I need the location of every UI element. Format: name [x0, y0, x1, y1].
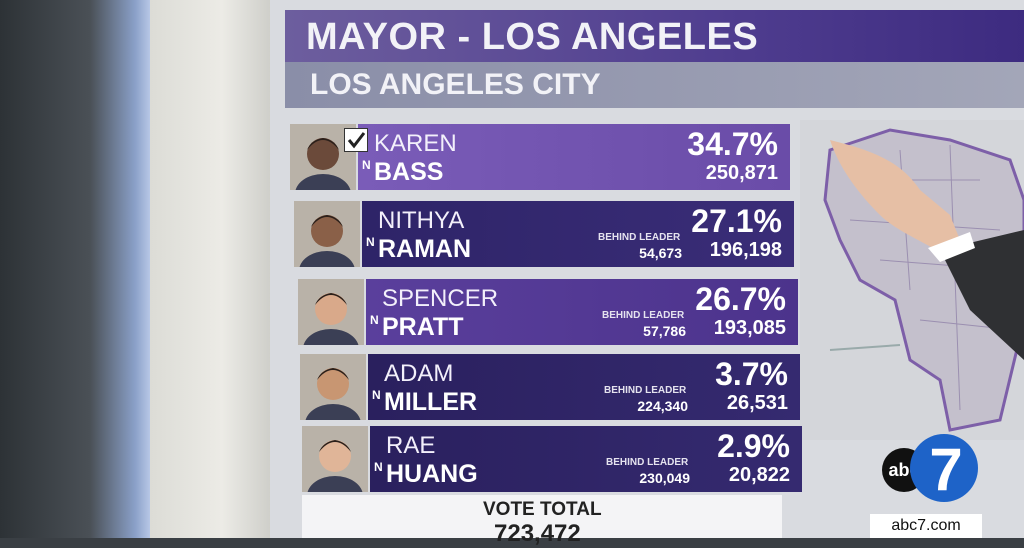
portrait	[300, 354, 366, 420]
vote-percent: 26.7%	[695, 281, 786, 317]
last-name: MILLER	[384, 388, 478, 416]
vote-count: 196,198	[709, 239, 782, 261]
last-name: PRATT	[382, 313, 464, 341]
site-url: abc7.com	[870, 514, 982, 538]
first-name: NITHYA	[378, 207, 465, 234]
subtitle-band	[285, 62, 1024, 108]
last-name: RAMAN	[378, 235, 472, 263]
candidate-marker: N	[362, 158, 371, 172]
candidate-marker: N	[366, 235, 375, 249]
candidate-marker: N	[374, 460, 383, 474]
studio-background	[0, 0, 150, 538]
first-name: KAREN	[374, 130, 457, 157]
behind-label: BEHIND LEADER	[604, 385, 687, 396]
candidate-row: N SPENCER PRATT 26.7% 193,085 BEHIND LEADER 57…	[298, 279, 798, 345]
vote-total-box	[302, 495, 782, 538]
candidate-marker: N	[372, 388, 381, 402]
studio-pillar	[150, 0, 270, 538]
portrait	[298, 279, 364, 345]
behind-label: BEHIND LEADER	[598, 232, 681, 243]
behind-count: 230,049	[639, 470, 690, 486]
candidate-bar: N RAE HUANG 2.9% 20,822 BEHIND LEADER 230,049	[370, 426, 802, 492]
first-name: RAE	[386, 432, 436, 459]
title-band	[285, 10, 1024, 62]
title: MAYOR - LOS ANGELES	[306, 16, 759, 58]
logo-7-circle	[910, 434, 978, 502]
candidate-row: N RAE HUANG 2.9% 20,822 BEHIND LEADER 230,049	[302, 426, 802, 492]
vote-count: 250,871	[705, 162, 778, 184]
candidate-marker: N	[370, 313, 379, 327]
vote-count: 20,822	[728, 464, 790, 486]
candidate-bar: N NITHYA RAMAN 27.1% 196,198 BEHIND LEADER 54,…	[362, 201, 794, 267]
last-name: HUANG	[386, 460, 478, 488]
logo-number: 7	[929, 436, 962, 503]
vote-count: 193,085	[713, 317, 786, 339]
portrait	[290, 124, 356, 190]
candidate-photo	[302, 426, 368, 492]
vote-percent: 2.9%	[717, 428, 790, 464]
vote-total: 723,472	[494, 520, 581, 547]
vote-percent: 27.1%	[691, 203, 782, 239]
candidate-photo	[298, 279, 364, 345]
vote-percent: 3.7%	[715, 356, 788, 392]
behind-label: BEHIND LEADER	[606, 457, 689, 468]
candidate-bar: N SPENCER PRATT 26.7% 193,085 BEHIND LEADER 57…	[366, 279, 798, 345]
district-map	[800, 120, 1024, 440]
candidate-bar: N KAREN BASS 34.7% 250,871	[344, 124, 790, 190]
candidate-row: N ADAM MILLER 3.7% 26,531 BEHIND LEADER 224,34…	[300, 354, 800, 420]
behind-count: 57,786	[643, 323, 686, 339]
station-logo: abc 7	[882, 434, 978, 503]
candidate-photo	[290, 124, 356, 190]
vote-count: 26,531	[726, 392, 788, 414]
candidate-photo	[300, 354, 366, 420]
last-name: BASS	[374, 158, 444, 186]
candidate-bar: N ADAM MILLER 3.7% 26,531 BEHIND LEADER 224,34…	[368, 354, 800, 420]
check-icon	[347, 132, 366, 149]
behind-count: 224,340	[637, 398, 688, 414]
behind-label: BEHIND LEADER	[602, 310, 685, 321]
candidate-row: N KAREN BASS 34.7% 250,871	[290, 124, 790, 190]
first-name: SPENCER	[382, 285, 499, 312]
vote-percent: 34.7%	[687, 126, 778, 162]
candidate-photo	[294, 201, 360, 267]
vote-total-label: VOTE TOTAL	[483, 499, 602, 520]
portrait	[302, 426, 368, 492]
first-name: ADAM	[384, 360, 454, 387]
behind-count: 54,673	[639, 245, 682, 261]
subtitle: LOS ANGELES CITY	[310, 68, 601, 101]
winner-check	[344, 128, 368, 152]
candidate-row: N NITHYA RAMAN 27.1% 196,198 BEHIND LEADER 54,…	[294, 201, 794, 267]
portrait	[294, 201, 360, 267]
